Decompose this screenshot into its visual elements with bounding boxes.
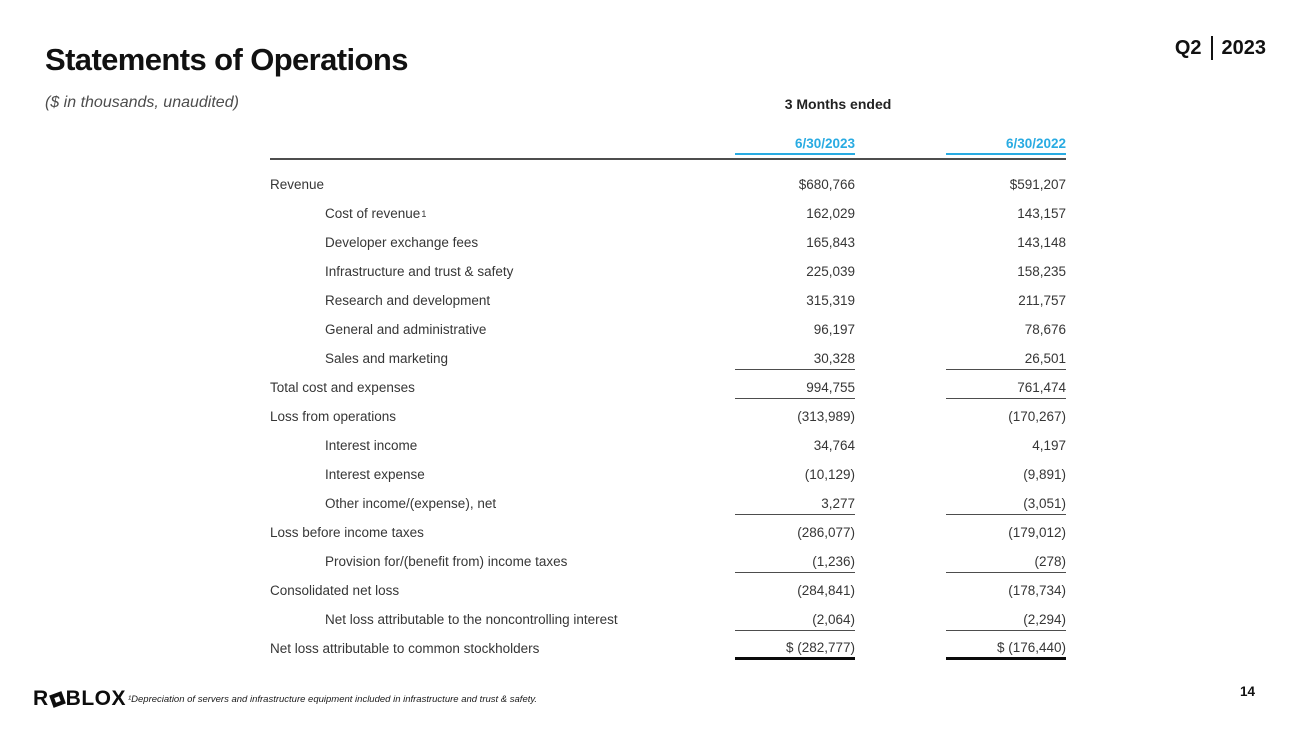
quarter-label: Q2 xyxy=(1174,36,1202,59)
row-label: Cost of revenue 1 xyxy=(325,206,427,221)
row-label: Developer exchange fees xyxy=(325,235,479,250)
table-row: Developer exchange fees 165,843 143,148 xyxy=(270,228,1066,257)
value-2023: (1,236) xyxy=(735,550,855,573)
table-row: Consolidated net loss (284,841) (178,734) xyxy=(270,576,1066,605)
logo-text-r: R xyxy=(33,687,49,710)
table-row: Provision for/(benefit from) income taxe… xyxy=(270,547,1066,576)
value-2023: 162,029 xyxy=(806,206,855,221)
row-label: Research and development xyxy=(325,293,491,308)
table-row: Interest income 34,764 4,197 xyxy=(270,431,1066,460)
column-header-6-30-2023: 6/30/2023 xyxy=(735,136,855,155)
row-label: Infrastructure and trust & safety xyxy=(325,264,514,279)
value-2023: (284,841) xyxy=(797,583,855,598)
page-title: Statements of Operations xyxy=(45,42,408,77)
value-2022: $591,207 xyxy=(1009,177,1066,192)
quarter-divider xyxy=(1210,36,1213,60)
row-label: Provision for/(benefit from) income taxe… xyxy=(325,554,568,569)
row-label: General and administrative xyxy=(325,322,487,337)
row-label: Interest income xyxy=(325,438,418,453)
value-2023: (10,129) xyxy=(804,467,855,482)
value-2022: (278) xyxy=(946,550,1066,573)
row-label: Revenue xyxy=(270,177,325,192)
value-2023: 315,319 xyxy=(806,293,855,308)
subtitle: ($ in thousands, unaudited) xyxy=(45,94,239,111)
row-label: Net loss attributable to the noncontroll… xyxy=(325,612,618,627)
value-2022: 158,235 xyxy=(1017,264,1066,279)
table-row: General and administrative 96,197 78,676 xyxy=(270,315,1066,344)
table-row: Net loss attributable to common stockhol… xyxy=(270,634,1066,663)
row-label: Loss from operations xyxy=(270,409,397,424)
value-2022: (179,012) xyxy=(1008,525,1066,540)
row-label: Loss before income taxes xyxy=(270,525,424,540)
value-2023: 34,764 xyxy=(813,438,855,453)
table-row: Loss from operations (313,989) (170,267) xyxy=(270,402,1066,431)
value-2022: 761,474 xyxy=(946,376,1066,399)
value-2023: $680,766 xyxy=(798,177,855,192)
value-2022: (9,891) xyxy=(1023,467,1066,482)
value-2023: 225,039 xyxy=(806,264,855,279)
table-row: Revenue $680,766 $591,207 xyxy=(270,170,1066,199)
table-row: Loss before income taxes (286,077) (179,01… xyxy=(270,518,1066,547)
table-body: Revenue $680,766 $591,207 Cost of revenue 1 1… xyxy=(270,170,1066,663)
value-2022: 26,501 xyxy=(946,347,1066,370)
value-2023: 165,843 xyxy=(806,235,855,250)
column-header-6-30-2022: 6/30/2022 xyxy=(946,136,1066,155)
value-2023: (313,989) xyxy=(797,409,855,424)
year-label: 2023 xyxy=(1221,36,1267,59)
table-row: Cost of revenue 1 162,029 143,157 xyxy=(270,199,1066,228)
value-2022: 143,148 xyxy=(1017,235,1066,250)
table-row: Infrastructure and trust & safety 225,039… xyxy=(270,257,1066,286)
value-2023: 30,328 xyxy=(735,347,855,370)
table-row: Total cost and expenses 994,755 761,474 xyxy=(270,373,1066,402)
value-2022: $ (176,440) xyxy=(946,637,1066,660)
value-2022: (178,734) xyxy=(1008,583,1066,598)
roblox-logo: R BLOX xyxy=(33,687,126,711)
value-2022: 211,757 xyxy=(1018,293,1066,308)
quarter-badge: Q2 2023 xyxy=(1175,36,1266,60)
table-row: Other income/(expense), net 3,277 (3,051) xyxy=(270,489,1066,518)
value-2023: 994,755 xyxy=(735,376,855,399)
value-2022: (170,267) xyxy=(1008,409,1066,424)
value-2023: 3,277 xyxy=(735,492,855,515)
page-number: 14 xyxy=(1239,684,1255,699)
row-label: Other income/(expense), net xyxy=(325,496,497,511)
table-row: Net loss attributable to the noncontroll… xyxy=(270,605,1066,634)
row-label: Interest expense xyxy=(325,467,425,482)
value-2023: (286,077) xyxy=(797,525,855,540)
value-2023: 96,197 xyxy=(813,322,855,337)
header-rule xyxy=(270,158,1066,160)
row-label: Net loss attributable to common stockhol… xyxy=(270,641,540,656)
row-label: Sales and marketing xyxy=(325,351,449,366)
logo-text-blox: BLOX xyxy=(65,687,127,710)
value-2022: (3,051) xyxy=(946,492,1066,515)
footnote: ¹Depreciation of servers and infrastruct… xyxy=(128,694,538,705)
value-2022: 4,197 xyxy=(1032,438,1066,453)
value-2022: (2,294) xyxy=(946,608,1066,631)
statements-of-operations-table: 3 Months ended 6/30/2023 6/30/2022 Reven… xyxy=(270,96,1066,666)
table-row: Sales and marketing 30,328 26,501 xyxy=(270,344,1066,373)
value-2022: 143,157 xyxy=(1017,206,1066,221)
value-2022: 78,676 xyxy=(1024,322,1066,337)
roblox-square-icon xyxy=(48,690,66,708)
value-2023: $ (282,777) xyxy=(735,637,855,660)
value-2023: (2,064) xyxy=(735,608,855,631)
row-label: Total cost and expenses xyxy=(270,380,415,395)
table-row: Interest expense (10,129) (9,891) xyxy=(270,460,1066,489)
table-row: Research and development 315,319 211,757 xyxy=(270,286,1066,315)
row-label: Consolidated net loss xyxy=(270,583,400,598)
period-group-header: 3 Months ended xyxy=(784,96,892,112)
